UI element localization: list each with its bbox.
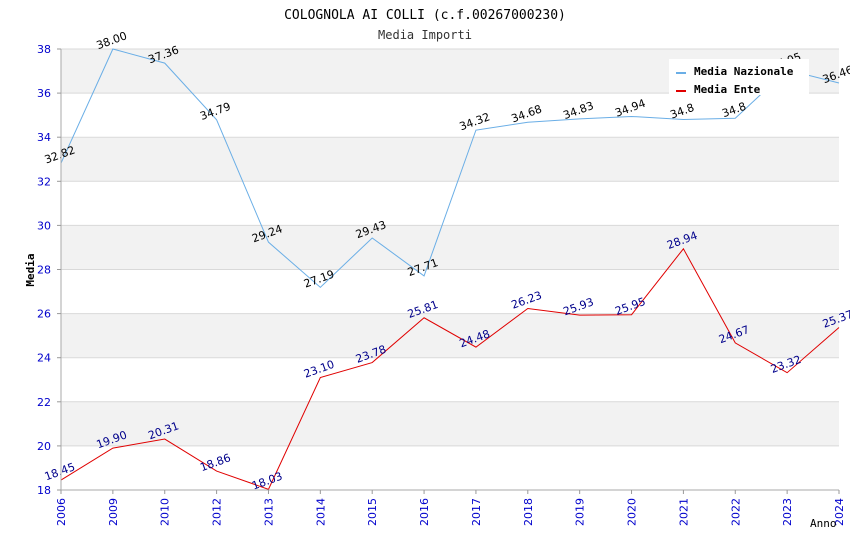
- series-lines: [60, 48, 841, 490]
- y-axis-label: Media: [24, 253, 37, 286]
- y-tick-label: 18: [37, 484, 51, 497]
- legend-label-media-ente: Media Ente: [694, 83, 761, 96]
- y-tick-label: 28: [37, 264, 51, 277]
- legend: Media Nazionale Media Ente: [669, 59, 809, 96]
- data-point-media-ente: [474, 346, 477, 349]
- data-point-media-nazionale: [682, 118, 685, 121]
- background-band: [61, 401, 839, 446]
- x-tick-label: 2020: [626, 498, 639, 526]
- data-point-media-nazionale: [267, 241, 270, 244]
- y-tick-label: 38: [37, 43, 51, 56]
- y-tick-label: 22: [37, 396, 51, 409]
- y-tick-label: 24: [37, 352, 51, 365]
- x-tick-label: 2006: [55, 498, 68, 526]
- data-point-media-nazionale: [215, 118, 218, 121]
- data-point-media-nazionale: [163, 62, 166, 65]
- x-tick-label: 2009: [107, 498, 120, 526]
- background-band: [61, 93, 839, 138]
- y-tick-label: 20: [37, 440, 51, 453]
- x-tick-label: 2012: [211, 498, 224, 526]
- x-tick-label: 2016: [418, 498, 431, 526]
- data-point-media-ente: [682, 247, 685, 250]
- data-point-media-nazionale: [838, 81, 841, 84]
- data-point-media-ente: [319, 376, 322, 379]
- data-point-media-nazionale: [578, 117, 581, 120]
- x-tick-label: 2014: [314, 498, 327, 526]
- legend-box: [669, 59, 809, 95]
- plot-background-bands: [61, 49, 839, 490]
- legend-label-media-nazionale: Media Nazionale: [694, 65, 794, 78]
- data-point-media-ente: [111, 447, 114, 450]
- background-band: [61, 313, 839, 358]
- data-point-media-nazionale: [371, 236, 374, 239]
- data-point-media-nazionale: [319, 286, 322, 289]
- data-point-media-nazionale: [526, 121, 529, 124]
- background-band: [61, 357, 839, 402]
- chart-subtitle: Media Importi: [378, 28, 472, 42]
- y-tick-label: 34: [37, 131, 51, 144]
- y-tick-label: 30: [37, 219, 51, 232]
- x-tick-label: 2024: [833, 498, 846, 526]
- data-point-media-ente: [786, 371, 789, 374]
- data-point-media-ente: [163, 438, 166, 441]
- series-line-media-nazionale: [60, 48, 840, 289]
- x-tick-label: 2023: [781, 498, 794, 526]
- series-line-media-ente: [60, 247, 840, 490]
- data-point-media-ente: [526, 307, 529, 310]
- x-tick-label: 2013: [262, 498, 275, 526]
- data-point-media-ente: [578, 314, 581, 317]
- x-tick-label: 2018: [522, 498, 535, 526]
- data-point-media-ente: [630, 313, 633, 316]
- x-tick-label: 2022: [729, 498, 742, 526]
- y-axis-ticks: 18 20 22 24 26 28 30 32 34 36 38: [37, 43, 61, 497]
- y-tick-label: 26: [37, 308, 51, 321]
- x-tick-label: 2010: [159, 498, 172, 526]
- background-band: [61, 225, 839, 270]
- data-point-media-nazionale: [734, 117, 737, 120]
- x-axis-ticks: 2006 2009 2010 2012 2013 2014 2015 2016 2017 2018…: [55, 490, 846, 526]
- data-point-media-nazionale: [111, 48, 114, 51]
- data-point-media-nazionale: [423, 274, 426, 277]
- x-axis-label: Anno: [810, 517, 837, 530]
- background-band: [61, 137, 839, 182]
- data-point-media-nazionale: [474, 129, 477, 132]
- y-tick-label: 32: [37, 175, 51, 188]
- x-tick-label: 2019: [574, 498, 587, 526]
- data-point-media-ente: [215, 470, 218, 473]
- y-tick-label: 36: [37, 87, 51, 100]
- background-band: [61, 445, 839, 490]
- data-point-media-ente: [838, 326, 841, 329]
- x-tick-label: 2021: [677, 498, 690, 526]
- background-band: [61, 269, 839, 314]
- data-point-media-nazionale: [630, 115, 633, 118]
- data-point-media-ente: [371, 361, 374, 364]
- data-point-media-ente: [734, 341, 737, 344]
- x-tick-label: 2017: [470, 498, 483, 526]
- x-tick-label: 2015: [366, 498, 379, 526]
- data-point-media-ente: [423, 316, 426, 319]
- chart-title: COLOGNOLA AI COLLI (c.f.00267000230): [284, 8, 566, 23]
